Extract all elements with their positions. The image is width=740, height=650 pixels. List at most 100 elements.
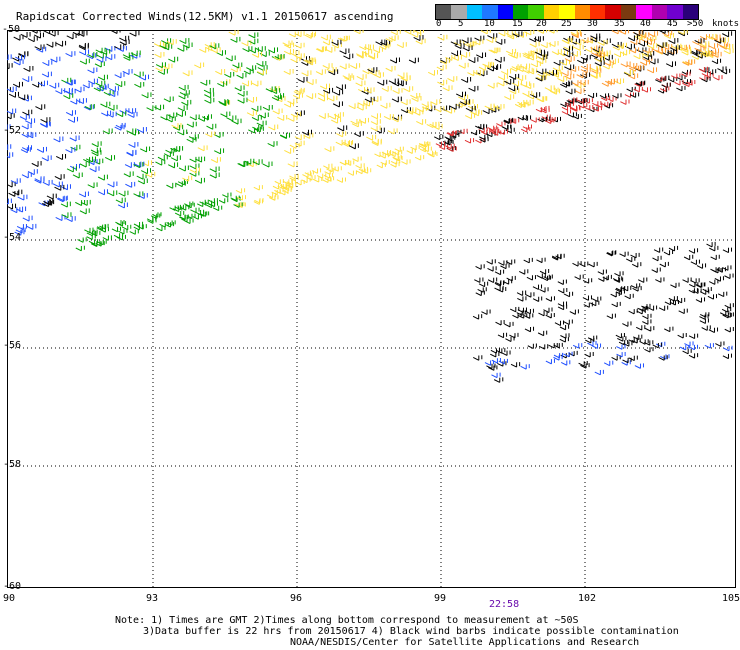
wind-barb — [477, 287, 487, 293]
wind-barb — [677, 30, 689, 37]
wind-barb — [699, 318, 709, 324]
wind-barb — [154, 104, 165, 111]
legend-label: 0 — [436, 19, 442, 29]
wind-barb — [201, 114, 212, 121]
wind-barb — [199, 46, 210, 53]
wind-barb — [551, 253, 562, 260]
wind-barb — [508, 85, 519, 92]
wind-barb — [400, 75, 411, 82]
wind-barb — [115, 197, 126, 204]
wind-barb — [339, 63, 350, 70]
wind-barb — [560, 101, 570, 108]
wind-barb — [331, 39, 342, 46]
wind-barb — [487, 125, 498, 131]
wind-barb — [426, 122, 437, 129]
wind-barb — [379, 153, 389, 159]
wind-barb — [185, 202, 195, 209]
wind-barb — [627, 35, 638, 42]
wind-barb — [481, 309, 491, 315]
wind-barb — [706, 241, 716, 248]
wind-barb — [476, 52, 487, 59]
wind-barb — [268, 124, 279, 131]
wind-barb — [54, 174, 65, 181]
wind-barb — [113, 233, 124, 239]
wind-barb — [168, 56, 179, 63]
wind-barb — [205, 202, 216, 209]
wind-barb — [361, 88, 372, 95]
wind-barb — [179, 214, 189, 220]
wind-barb — [501, 350, 511, 356]
wind-barb — [628, 73, 639, 80]
wind-barb — [415, 38, 426, 45]
wind-barb — [616, 42, 627, 49]
legend-swatch — [482, 5, 498, 19]
wind-barb — [685, 79, 696, 86]
wind-barb — [677, 333, 687, 339]
wind-barb — [315, 69, 326, 76]
wind-barb — [199, 199, 209, 206]
wind-barb — [717, 66, 727, 72]
wind-barb — [681, 69, 692, 76]
wind-barb — [643, 340, 654, 346]
wind-barb — [154, 51, 165, 58]
wind-barb — [66, 166, 77, 173]
wind-barb — [688, 353, 699, 359]
wind-barb — [478, 134, 489, 141]
wind-barb — [538, 344, 549, 350]
wind-barb — [368, 52, 379, 59]
wind-barb — [390, 162, 400, 168]
wind-barb — [234, 85, 245, 92]
wind-barb — [548, 342, 558, 349]
wind-barb — [320, 34, 331, 41]
wind-barb — [283, 68, 294, 75]
wind-barb — [7, 108, 17, 115]
wind-barb — [709, 279, 719, 285]
lon-label-93: 93 — [146, 593, 159, 604]
wind-barb — [175, 111, 186, 118]
wind-barb — [652, 255, 662, 262]
wind-barb — [714, 276, 724, 282]
wind-barb — [209, 43, 220, 50]
wind-barb — [468, 57, 479, 64]
wind-barb — [236, 72, 247, 79]
wind-barb — [127, 111, 138, 118]
wind-barb — [79, 161, 90, 168]
wind-barb — [535, 75, 546, 82]
wind-barb — [218, 99, 229, 105]
wind-barb — [75, 245, 85, 252]
wind-barb — [682, 59, 693, 66]
wind-barb — [210, 157, 221, 164]
wind-barb — [587, 335, 598, 341]
legend-swatch — [528, 5, 544, 19]
wind-barb — [695, 282, 705, 288]
wind-barb — [486, 259, 496, 265]
wind-barb — [564, 64, 575, 71]
wind-barb — [238, 161, 249, 168]
wind-barb — [585, 337, 595, 344]
legend-label: 20 — [536, 19, 547, 29]
wind-barb — [628, 355, 638, 362]
wind-barb — [474, 277, 484, 283]
legend-swatch — [466, 5, 483, 19]
wind-barb — [588, 261, 598, 268]
wind-barb — [540, 107, 550, 114]
wind-barb — [577, 57, 588, 64]
wind-barb — [242, 46, 253, 53]
wind-barb — [600, 38, 611, 45]
wind-barb — [342, 73, 353, 80]
wind-barb — [541, 275, 552, 282]
wind-barb — [601, 80, 612, 87]
wind-barb — [226, 115, 237, 122]
wind-barb — [13, 59, 24, 66]
wind-barb — [706, 69, 717, 75]
wind-barb — [129, 30, 140, 37]
wind-barb — [724, 273, 734, 279]
wind-barb — [575, 98, 586, 105]
wind-barb — [411, 95, 422, 102]
wind-barb — [529, 36, 540, 43]
wind-barb — [96, 225, 106, 232]
wind-barb — [188, 134, 199, 141]
wind-barb — [568, 350, 578, 357]
wind-barb — [468, 85, 479, 92]
wind-barb — [72, 172, 83, 179]
